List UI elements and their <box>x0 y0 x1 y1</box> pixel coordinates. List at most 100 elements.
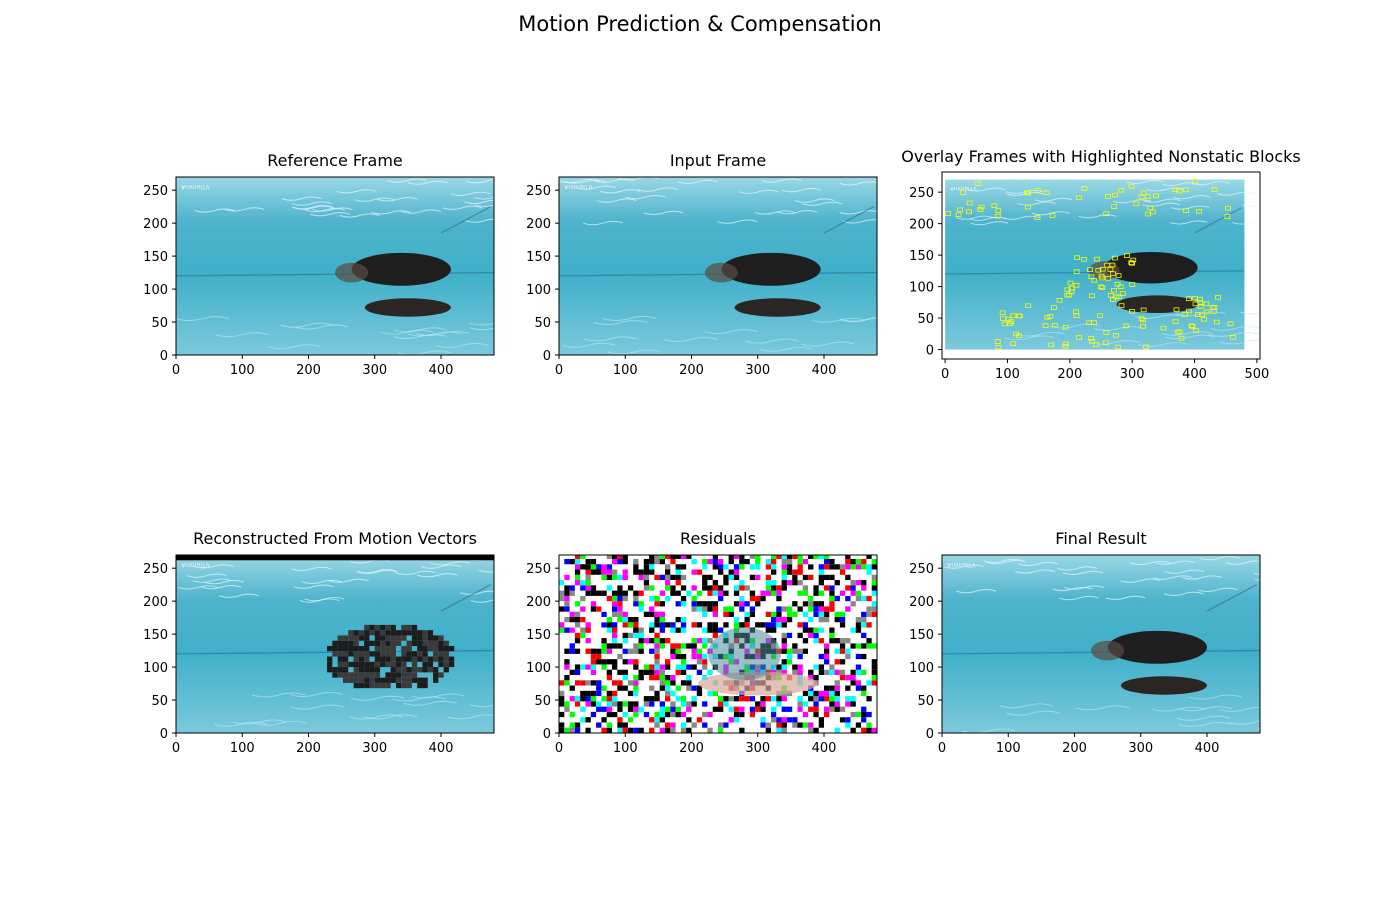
residual-block <box>617 555 623 559</box>
residual-block <box>792 580 798 586</box>
floor-caustic <box>1254 578 1260 581</box>
residual-block <box>866 717 872 723</box>
residual-block <box>633 595 639 602</box>
x-tick-label: 300 <box>362 741 387 756</box>
residual-block <box>813 555 819 559</box>
residual-block <box>569 611 575 617</box>
residual-block <box>771 717 777 723</box>
reconstructed-block <box>385 651 391 657</box>
surface-ripple <box>1227 720 1260 725</box>
reconstructed-block <box>364 651 370 657</box>
residual-block <box>702 659 708 665</box>
residual-block <box>824 696 830 702</box>
residual-block <box>861 611 867 617</box>
floor-caustic <box>1173 195 1211 200</box>
residual-block <box>649 701 655 707</box>
residual-block <box>776 574 782 581</box>
residual-block <box>665 555 671 559</box>
floor-caustic <box>781 188 822 193</box>
surface-ripple <box>800 341 855 347</box>
residual-block <box>670 580 676 586</box>
residual-block <box>633 701 639 707</box>
residual-block <box>585 648 591 654</box>
residual-block <box>606 690 612 697</box>
residual-block <box>596 690 602 697</box>
floor-caustic <box>1002 215 1041 220</box>
residual-block <box>861 711 867 718</box>
reconstructed-block <box>332 667 338 673</box>
residual-block <box>861 558 867 565</box>
residual-block <box>808 632 814 639</box>
residual-block <box>680 696 687 702</box>
surface-ripple <box>1258 717 1260 719</box>
residual-block <box>728 606 734 612</box>
reconstructed-block <box>401 677 407 683</box>
residual-block <box>781 555 787 559</box>
residual-block <box>818 580 824 586</box>
floor-caustic <box>1155 560 1196 565</box>
reconstructed-block <box>443 651 449 657</box>
residual-block <box>649 669 655 675</box>
reconstructed-block <box>374 640 381 646</box>
residual-block <box>665 711 671 718</box>
residual-block <box>675 564 681 570</box>
residual-block <box>813 674 819 681</box>
nonstatic-block-highlight <box>1118 303 1125 308</box>
nonstatic-block-highlight <box>1183 187 1189 193</box>
floor-caustic <box>677 179 718 185</box>
nonstatic-block-highlight <box>1064 287 1071 293</box>
residual-block <box>585 680 591 686</box>
x-tick-label: 100 <box>230 741 255 756</box>
reconstructed-block <box>395 677 402 683</box>
residual-block <box>845 585 851 591</box>
residual-block <box>675 664 681 670</box>
residual-block <box>765 558 771 565</box>
residual-block <box>781 664 787 670</box>
floor-caustic <box>1113 199 1151 204</box>
residual-block <box>622 611 628 617</box>
y-tick-label: 250 <box>909 186 934 201</box>
residual-block <box>612 638 618 644</box>
residual-block <box>622 622 628 628</box>
reconstructed-block <box>385 640 391 646</box>
residual-block <box>733 622 740 628</box>
residual-block <box>776 590 782 596</box>
residual-block <box>871 669 877 675</box>
nonstatic-block-highlight <box>1008 319 1015 324</box>
residual-block <box>871 643 877 649</box>
y-tick-label: 100 <box>909 281 934 296</box>
residual-block <box>797 569 803 575</box>
residual-block <box>733 717 740 723</box>
floor-caustic <box>204 579 245 585</box>
residual-block <box>781 717 787 723</box>
residual-block <box>786 653 793 660</box>
reconstructed-block <box>332 651 338 657</box>
residual-block <box>622 616 628 623</box>
residual-block <box>802 627 809 633</box>
residual-block <box>675 669 681 675</box>
residual-block <box>829 701 835 707</box>
reconstructed-block <box>342 677 349 683</box>
reconstructed-block <box>401 656 407 662</box>
residual-block <box>649 555 655 559</box>
residual-block <box>643 643 650 649</box>
residual-block <box>718 627 724 633</box>
residual-block <box>574 622 581 628</box>
residual-block <box>638 643 644 649</box>
floor-caustic <box>291 201 332 206</box>
floor-caustic <box>387 178 428 183</box>
residual-block <box>622 569 628 575</box>
residual-block <box>771 585 777 591</box>
floor-caustic <box>417 573 458 578</box>
residual-block <box>723 601 729 607</box>
floor-caustic <box>302 579 343 585</box>
surface-ripple <box>1239 311 1260 315</box>
floor-caustic <box>637 187 678 192</box>
floor-caustic <box>460 590 494 595</box>
residual-block <box>606 622 612 628</box>
residual-block <box>670 590 676 596</box>
residual-block <box>643 664 650 670</box>
residual-block <box>601 564 607 570</box>
residual-block <box>574 680 581 686</box>
